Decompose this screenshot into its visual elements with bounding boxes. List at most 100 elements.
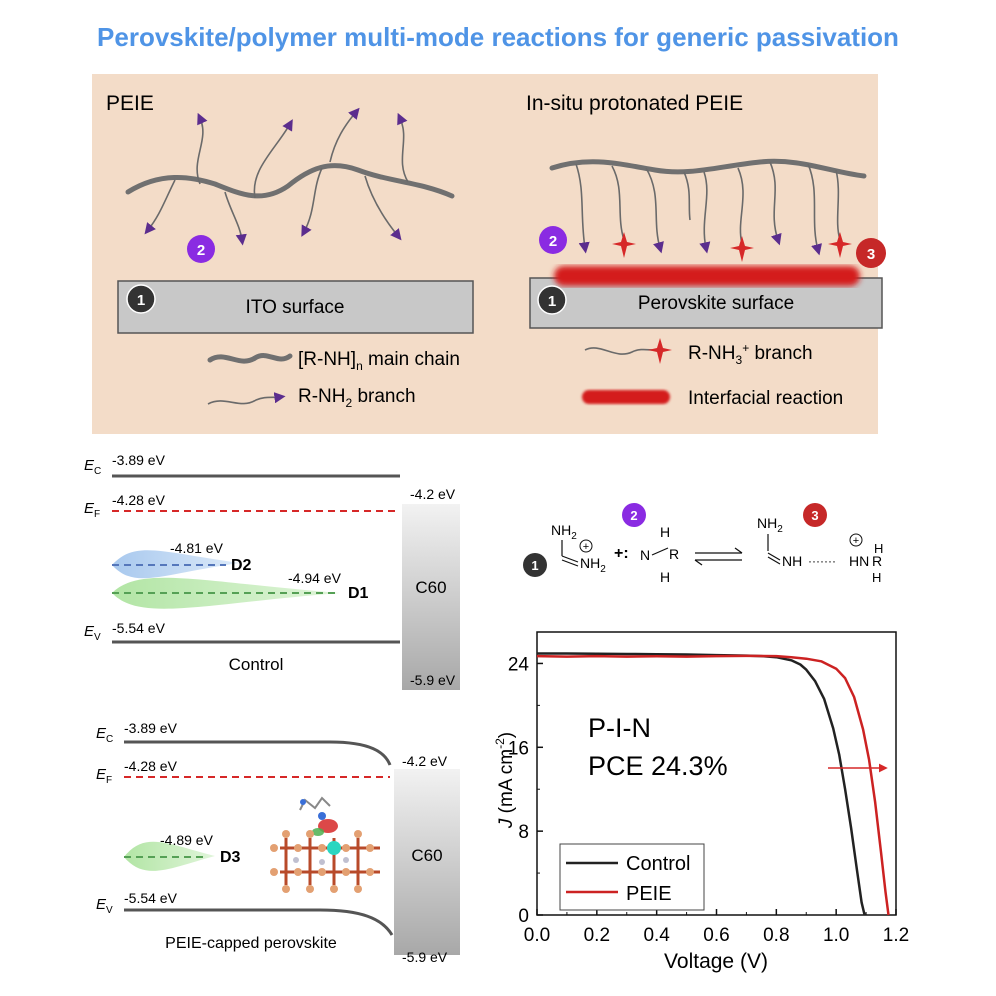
badge-2-left-label: 2: [197, 242, 205, 259]
badge-3-right: [856, 238, 886, 268]
svg-text:HN: HN: [849, 553, 869, 569]
svg-text:+: +: [853, 535, 859, 547]
ef-value-peie: -4.28 eV: [124, 758, 178, 774]
annotation-pin: P-I-N: [588, 713, 651, 743]
band-diagram-control: EC -3.89 eV EF -4.28 eV -4.81 eV D2 -4.9…: [84, 452, 460, 690]
d1-value: -4.94 eV: [288, 570, 342, 586]
peie-perovskite-molecule-illustration: [270, 796, 380, 893]
ev-value-peie: -5.54 eV: [124, 890, 178, 906]
ec-value-peie: -3.89 eV: [124, 720, 178, 736]
legend-nh2-branch: R-NH2 branch: [207, 386, 416, 410]
protonated-peie-heading: In-situ protonated PEIE: [526, 92, 743, 115]
top-panel-background: [92, 74, 878, 434]
svg-text:R: R: [872, 553, 882, 569]
reaction-badge-2: [622, 503, 646, 527]
x-tick-label: 0.2: [584, 925, 610, 946]
c60-bottom-peie: -5.9 eV: [402, 949, 448, 965]
x-tick-label: 1.0: [823, 925, 849, 946]
ito-surface-label: ITO surface: [246, 297, 345, 318]
x-axis-label: Voltage (V): [664, 950, 768, 973]
svg-text:H: H: [872, 570, 881, 585]
plus-colon: +:: [614, 545, 629, 562]
c60-label-control: C60: [415, 578, 446, 597]
c60-top-control: -4.2 eV: [410, 486, 456, 502]
y-tick-label: 8: [518, 822, 529, 843]
d2-label: D2: [231, 557, 252, 574]
perovskite-surface-label: Perovskite surface: [638, 293, 794, 314]
peie-nh2-branches: [144, 107, 409, 246]
badge-1-left-label: 1: [137, 292, 145, 309]
c60-label-peie: C60: [411, 846, 442, 865]
x-tick-label: 0.0: [524, 925, 550, 946]
svg-text:R-NH3+ branch: R-NH3+ branch: [688, 341, 813, 367]
peie-heading: PEIE: [106, 92, 154, 115]
y-tick-label: 24: [508, 654, 530, 675]
svg-text:R: R: [669, 546, 679, 562]
legend-interfacial-reaction: Interfacial reaction: [582, 388, 843, 409]
svg-text:2: 2: [630, 508, 637, 523]
legend-nh3-branch: R-NH3+ branch: [584, 338, 813, 367]
d1-label: D1: [348, 585, 369, 602]
x-tick-label: 1.2: [883, 925, 909, 946]
band-diagram-peie: EC -3.89 eV EF -4.28 eV -4.89 eV D3: [96, 720, 460, 965]
svg-text:R-NH2 branch: R-NH2 branch: [298, 386, 416, 410]
ef-label-peie: EF: [96, 766, 112, 786]
svg-text:Interfacial reaction: Interfacial reaction: [688, 388, 843, 409]
conduction-band-peie: [124, 740, 392, 766]
reaction-scheme: 1 2 3 NH2 + NH2 +: H N R H NH2 NH ······…: [523, 503, 883, 585]
interfacial-reaction-band: [554, 266, 860, 286]
svg-text:1: 1: [531, 558, 538, 573]
chart-legend: Control PEIE: [559, 843, 705, 911]
y-axis-label: J (mA cm-2): [493, 732, 517, 829]
ef-label-control: EF: [84, 500, 100, 520]
badge-1-right-label: 1: [548, 293, 556, 310]
y-tick-label: 0: [518, 906, 529, 927]
fa-nh2-right: NH2: [580, 555, 606, 575]
peie-caption: PEIE-capped perovskite: [165, 935, 337, 952]
badge-2-left: [187, 235, 215, 263]
svg-text:3: 3: [811, 508, 818, 523]
svg-text:NH2: NH2: [757, 515, 783, 535]
svg-text:H: H: [874, 541, 883, 556]
jv-curve-control: [537, 652, 866, 916]
legend-label-control: Control: [626, 853, 690, 875]
equilibrium-arrows: [694, 547, 743, 566]
x-tick-label: 0.8: [763, 925, 789, 946]
ev-label-peie: EV: [96, 896, 113, 916]
c60-top-peie: -4.2 eV: [402, 753, 448, 769]
badge-1-right: [537, 285, 567, 315]
fa-nh2-top: NH2: [551, 522, 577, 542]
ec-label-peie: EC: [96, 725, 113, 745]
ec-value-control: -3.89 eV: [112, 452, 166, 468]
svg-text:·······: ·······: [808, 554, 836, 568]
badge-3-right-label: 3: [867, 246, 875, 263]
nh3-star-markers: [612, 232, 852, 262]
ec-label-control: EC: [84, 457, 101, 477]
reaction-badge-3: [803, 503, 827, 527]
d3-value: -4.89 eV: [160, 832, 214, 848]
d2-value: -4.81 eV: [170, 540, 224, 556]
c60-block-peie: [394, 769, 460, 955]
axis-ticks: 0.0 0.2 0.4 0.6 0.8 1.0 1.2 0 8 16 24: [508, 654, 909, 946]
ef-value-control: -4.28 eV: [112, 492, 166, 508]
reaction-badge-1: [523, 553, 547, 577]
ito-surface: [117, 280, 474, 334]
legend-box: [559, 843, 705, 911]
jv-curves: [536, 652, 890, 916]
y-tick-label: 16: [508, 738, 529, 759]
ev-value-control: -5.54 eV: [112, 620, 166, 636]
control-caption: Control: [229, 655, 284, 674]
peie-main-chain: [125, 163, 455, 199]
protonated-nh3-branches: [611, 165, 841, 245]
jv-curve-peie: [536, 654, 890, 916]
svg-text:+: +: [583, 541, 589, 553]
svg-text:H: H: [660, 524, 670, 540]
x-tick-label: 0.4: [643, 925, 670, 946]
d3-distribution: [124, 841, 215, 871]
svg-text:NH: NH: [782, 553, 802, 569]
svg-text:H: H: [660, 569, 670, 585]
figure-title: Perovskite/polymer multi-mode reactions …: [97, 22, 899, 52]
svg-text:N: N: [640, 547, 650, 563]
